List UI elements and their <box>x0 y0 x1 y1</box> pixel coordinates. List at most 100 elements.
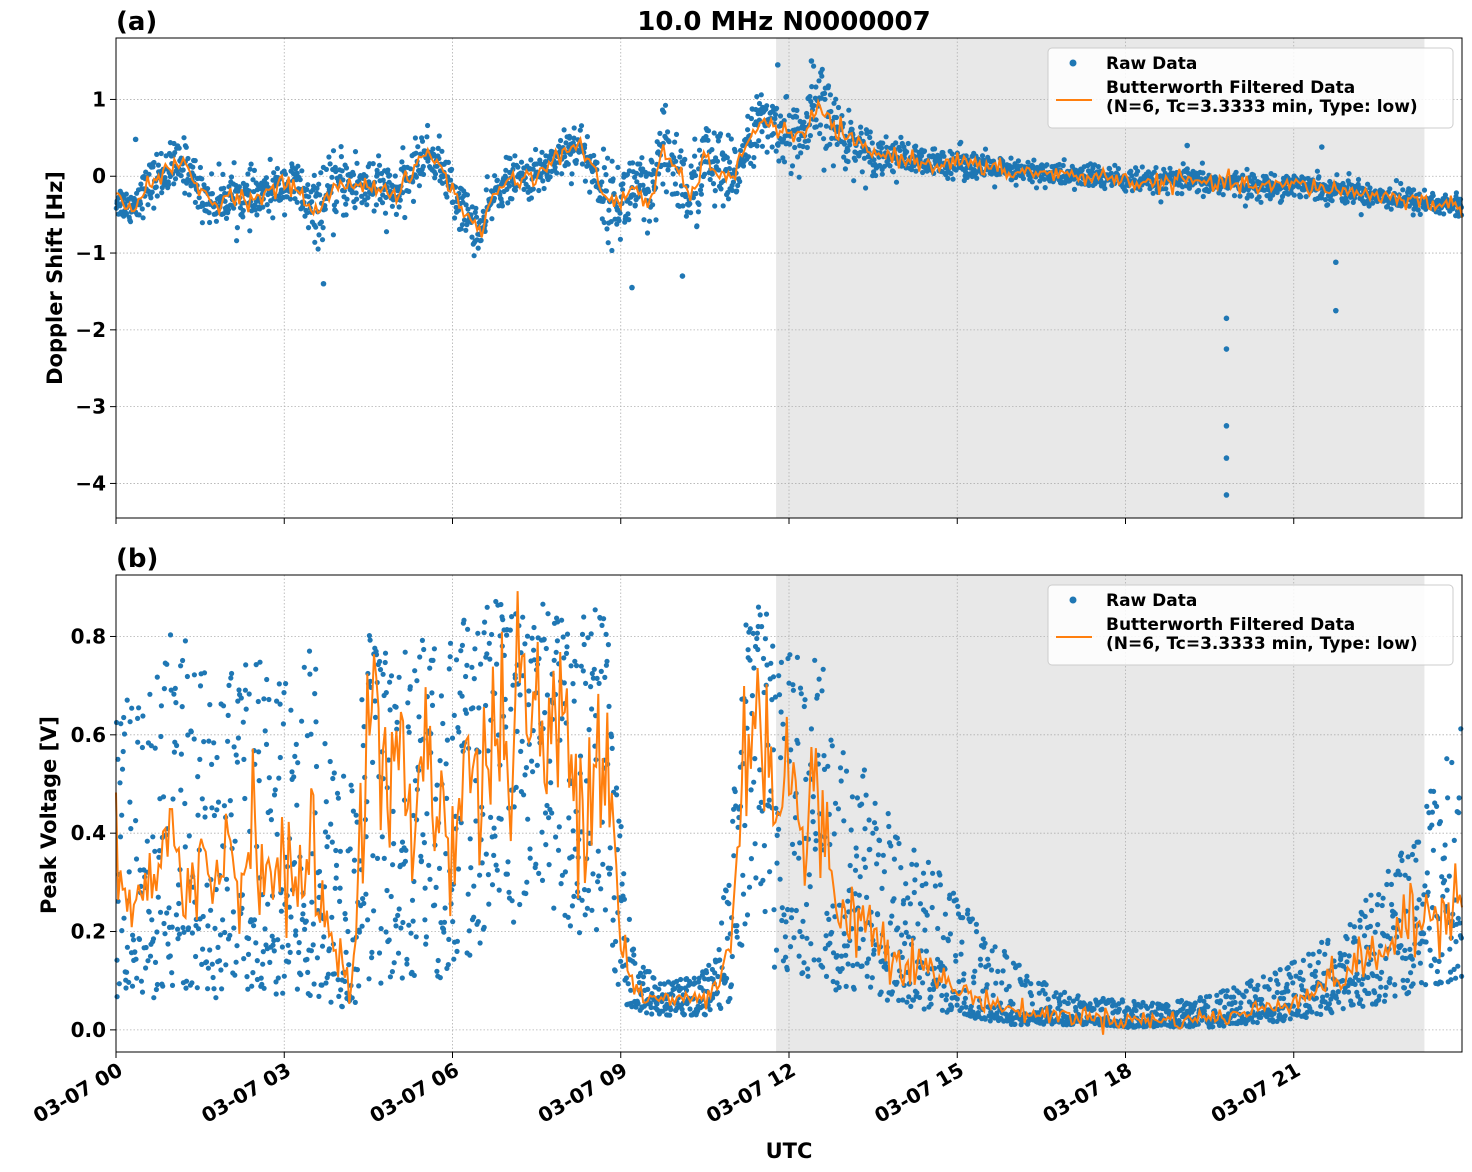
raw-data-point <box>396 204 402 210</box>
raw-data-point <box>1278 198 1285 204</box>
raw-data-point <box>1313 995 1319 1001</box>
raw-data-point <box>761 843 768 849</box>
raw-data-point <box>114 957 120 963</box>
raw-data-point <box>311 172 317 178</box>
raw-data-point <box>256 749 262 755</box>
raw-data-point <box>223 962 229 968</box>
raw-data-point <box>923 881 929 887</box>
raw-data-point <box>343 212 349 218</box>
raw-data-point <box>153 986 159 993</box>
raw-data-point <box>416 714 422 720</box>
raw-data-point <box>932 883 939 889</box>
raw-data-point <box>157 909 164 915</box>
raw-data-point <box>863 792 869 798</box>
raw-data-point <box>378 980 384 986</box>
raw-data-point <box>824 910 830 917</box>
raw-data-point <box>841 931 847 937</box>
raw-data-outlier <box>1223 315 1230 322</box>
raw-data-point <box>828 108 834 115</box>
raw-data-point <box>352 999 358 1006</box>
raw-data-point <box>1259 996 1265 1003</box>
raw-data-point <box>999 980 1005 986</box>
raw-data-point <box>191 736 197 742</box>
raw-data-point <box>921 1006 927 1012</box>
raw-data-point <box>603 188 610 194</box>
raw-data-point <box>908 1003 914 1010</box>
raw-data-point <box>711 130 717 136</box>
raw-data-point <box>647 1000 654 1006</box>
raw-data-point <box>706 962 712 968</box>
raw-data-point <box>852 157 859 163</box>
raw-data-point <box>751 163 757 169</box>
raw-data-point <box>691 975 697 981</box>
raw-data-point <box>316 232 322 238</box>
raw-data-point <box>1037 178 1043 184</box>
raw-data-point <box>750 630 756 637</box>
raw-data-point <box>386 757 392 763</box>
raw-data-point <box>270 942 276 948</box>
raw-data-point <box>316 868 323 875</box>
raw-data-point <box>874 861 880 867</box>
raw-data-point <box>476 705 482 711</box>
raw-data-point <box>1237 193 1243 199</box>
raw-data-point <box>327 758 333 765</box>
raw-data-point <box>792 815 799 821</box>
raw-data-point <box>328 821 334 827</box>
raw-data-point <box>615 164 621 170</box>
raw-data-point <box>852 891 858 897</box>
raw-data-point <box>146 909 152 915</box>
raw-data-point <box>985 956 991 962</box>
raw-data-point <box>879 171 885 177</box>
raw-data-point <box>411 972 417 979</box>
raw-data-point <box>869 975 875 981</box>
raw-data-point <box>613 938 619 945</box>
raw-data-point <box>717 957 723 963</box>
raw-data-point <box>347 846 353 852</box>
raw-data-point <box>245 171 251 177</box>
legend-label-raw: Raw Data <box>1106 54 1197 74</box>
raw-data-point <box>427 665 433 671</box>
raw-data-point <box>337 848 343 854</box>
raw-data-point <box>166 182 172 188</box>
raw-data-point <box>333 209 339 215</box>
raw-data-point <box>213 218 219 224</box>
raw-data-outlier <box>1223 346 1230 352</box>
raw-data-point <box>443 761 449 767</box>
raw-data-point <box>640 974 647 980</box>
raw-data-point <box>783 919 789 925</box>
raw-data-point <box>170 796 176 802</box>
raw-data-point <box>352 205 358 211</box>
raw-data-point <box>1300 957 1306 964</box>
raw-data-point <box>816 957 822 963</box>
raw-data-point <box>1266 986 1272 992</box>
raw-data-point <box>215 799 222 805</box>
raw-data-point <box>305 225 312 231</box>
raw-data-point <box>286 959 292 965</box>
raw-data-point <box>917 901 924 907</box>
raw-data-point <box>299 168 305 174</box>
raw-data-point <box>442 905 448 911</box>
raw-data-point <box>1254 987 1260 993</box>
raw-data-point <box>199 176 205 182</box>
raw-data-point <box>812 657 818 663</box>
raw-data-point <box>463 227 469 233</box>
raw-data-point <box>571 698 577 704</box>
raw-data-point <box>887 920 894 926</box>
raw-data-point <box>1312 968 1319 974</box>
raw-data-point <box>728 982 735 988</box>
raw-data-point <box>456 729 462 735</box>
raw-data-point <box>294 802 300 808</box>
raw-data-point <box>525 816 531 822</box>
raw-data-point <box>748 856 755 862</box>
raw-data-point <box>1258 1014 1264 1021</box>
raw-data-point <box>182 190 188 196</box>
raw-data-point <box>718 186 724 192</box>
raw-data-point <box>692 153 698 159</box>
raw-data-point <box>635 194 641 200</box>
raw-data-point <box>393 923 399 929</box>
raw-data-point <box>150 936 157 942</box>
raw-data-point <box>562 869 569 875</box>
raw-data-point <box>446 936 452 943</box>
raw-data-point <box>150 164 156 170</box>
raw-data-point <box>1213 176 1219 182</box>
